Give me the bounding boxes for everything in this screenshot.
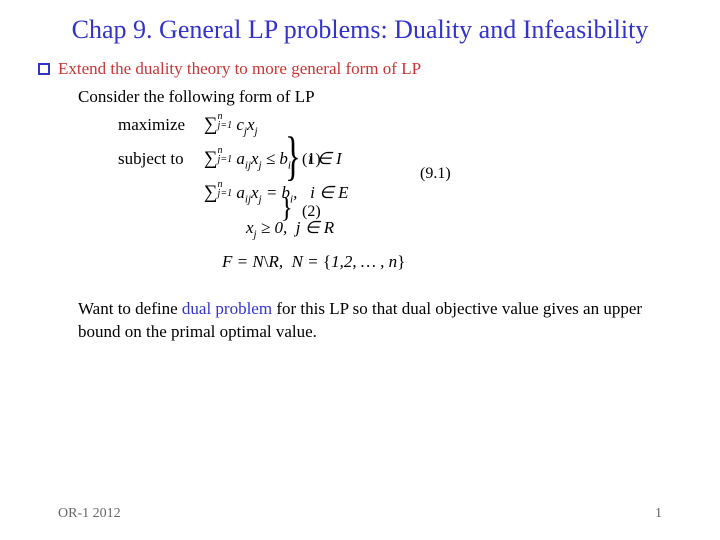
footer-left: OR-1 2012 [58,506,121,522]
page-title: Chap 9. General LP problems: Duality and… [0,0,720,47]
consider-line: Consider the following form of LP [0,79,720,107]
setdef-row: F = N\R, N = {1,2, … , n} [118,248,720,276]
nonneg-row: xj ≥ 0, j ∈ R [118,214,720,248]
eq-reference: (9.1) [420,165,451,183]
setdef-expr: F = N\R, N = {1,2, … , n} [204,248,405,276]
constraint-eq-expr: ∑nj=1 aijxj = bi, i ∈ E [204,179,349,213]
footer-right-pagenum: 1 [655,506,662,522]
constraint-ineq-expr: ∑nj=1 aijxj ≤ bi, i ∈ I [204,145,342,179]
bullet-box-icon [38,63,50,75]
objective-expr: ∑nj=1 cjxj [204,111,258,145]
bullet-text: Extend the duality theory to more genera… [58,59,421,79]
objective-row: maximize ∑nj=1 cjxj [118,111,720,145]
brace-icon: } [281,195,293,223]
bullet-item: Extend the duality theory to more genera… [0,47,720,79]
eq-number-1: (1) [302,151,321,169]
maximize-label: maximize [118,111,204,139]
brace-icon: } [285,129,301,183]
subject-to-label: subject to [118,145,204,173]
dual-problem-link: dual problem [182,299,272,318]
constraint-ineq-row: subject to ∑nj=1 aijxj ≤ bi, i ∈ I [118,145,720,179]
description-paragraph: Want to define dual problem for this LP … [0,276,720,344]
para-pre: Want to define [78,299,182,318]
math-block: maximize ∑nj=1 cjxj subject to ∑nj=1 aij… [0,107,720,277]
constraint-eq-row: ∑nj=1 aijxj = bi, i ∈ E [118,179,720,213]
eq-number-2: (2) [302,203,321,221]
